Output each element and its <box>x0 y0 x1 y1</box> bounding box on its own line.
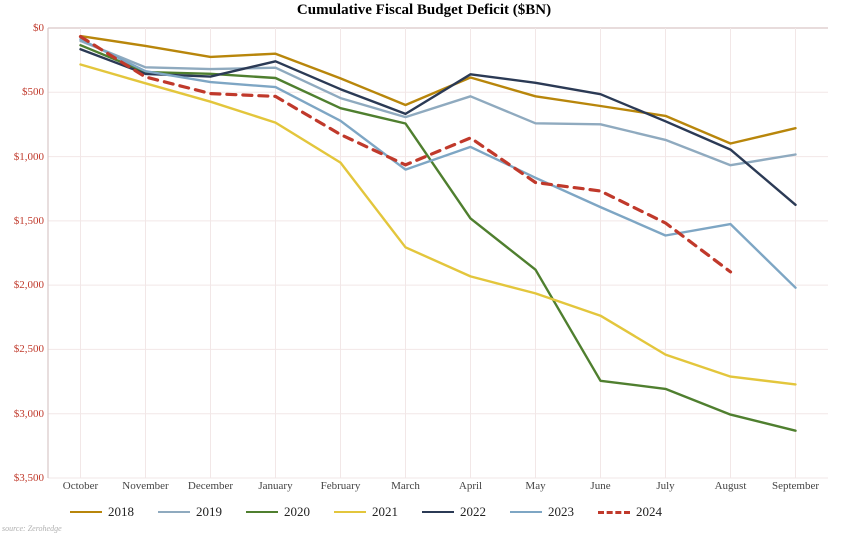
legend-label: 2018 <box>108 504 134 520</box>
chart-title: Cumulative Fiscal Budget Deficit ($BN) <box>0 2 848 19</box>
x-tick-label: February <box>321 480 361 492</box>
legend: 2018 2019 2020 2021 2022 2023 2024 <box>70 504 830 520</box>
series-line-2019 <box>81 41 796 165</box>
legend-item-2020: 2020 <box>246 504 310 520</box>
legend-item-2019: 2019 <box>158 504 222 520</box>
legend-label: 2022 <box>460 504 486 520</box>
x-tick-label: May <box>525 480 545 492</box>
legend-swatch <box>158 511 190 513</box>
y-tick-label: $1,500 <box>0 215 44 227</box>
y-tick-label: $500 <box>0 86 44 98</box>
series-line-2018 <box>81 36 796 143</box>
series-line-2021 <box>81 65 796 385</box>
x-tick-label: January <box>258 480 292 492</box>
y-tick-label: $1,000 <box>0 151 44 163</box>
legend-swatch <box>510 511 542 513</box>
legend-swatch <box>246 511 278 513</box>
legend-item-2021: 2021 <box>334 504 398 520</box>
legend-item-2018: 2018 <box>70 504 134 520</box>
y-tick-label: $0 <box>0 22 44 34</box>
plot-area <box>48 28 828 478</box>
deficit-chart: Cumulative Fiscal Budget Deficit ($BN) $… <box>0 0 848 535</box>
source-attribution: source: Zerohedge <box>2 524 62 533</box>
legend-label: 2024 <box>636 504 662 520</box>
x-tick-label: August <box>715 480 747 492</box>
x-tick-label: December <box>188 480 233 492</box>
legend-swatch <box>422 511 454 513</box>
x-tick-label: July <box>656 480 674 492</box>
legend-label: 2023 <box>548 504 574 520</box>
x-tick-label: October <box>63 480 98 492</box>
legend-item-2024: 2024 <box>598 504 662 520</box>
y-tick-label: $2,000 <box>0 279 44 291</box>
y-tick-label: $3,500 <box>0 472 44 484</box>
legend-swatch <box>334 511 366 513</box>
legend-item-2023: 2023 <box>510 504 574 520</box>
x-tick-label: April <box>459 480 482 492</box>
legend-swatch <box>70 511 102 513</box>
x-tick-label: November <box>122 480 168 492</box>
x-tick-label: September <box>772 480 819 492</box>
x-tick-label: June <box>590 480 610 492</box>
legend-swatch <box>598 511 630 514</box>
x-tick-label: March <box>391 480 420 492</box>
y-tick-label: $3,000 <box>0 408 44 420</box>
legend-label: 2021 <box>372 504 398 520</box>
series-line-2020 <box>81 45 796 431</box>
legend-label: 2019 <box>196 504 222 520</box>
y-tick-label: $2,500 <box>0 343 44 355</box>
legend-item-2022: 2022 <box>422 504 486 520</box>
legend-label: 2020 <box>284 504 310 520</box>
